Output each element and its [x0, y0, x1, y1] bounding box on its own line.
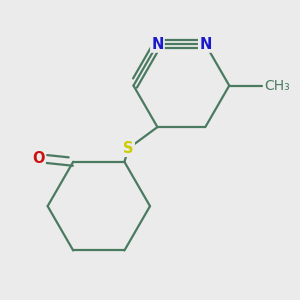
Text: O: O — [32, 151, 45, 166]
Text: N: N — [199, 37, 212, 52]
Text: N: N — [151, 37, 164, 52]
Text: S: S — [123, 141, 134, 156]
Text: CH₃: CH₃ — [264, 79, 290, 93]
